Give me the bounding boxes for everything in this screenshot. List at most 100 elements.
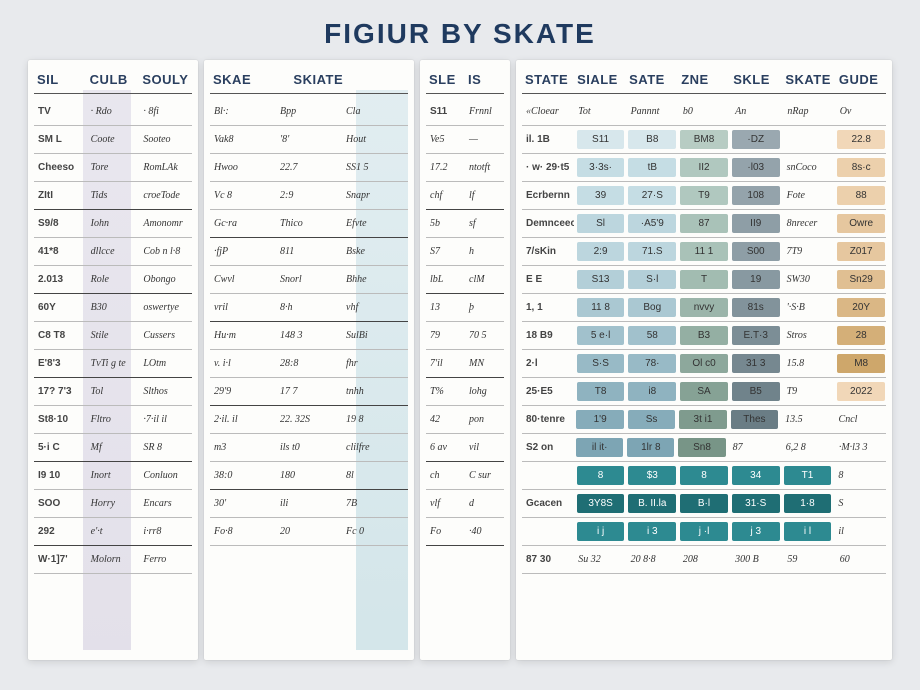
right-row: E ES13S·lT19SW30Sn29	[522, 266, 886, 294]
mid-row: 29'917 7tnhh	[210, 378, 408, 406]
narrow-cell: C sur	[465, 467, 504, 484]
mid-row: 2·il. il22. 32S19 8	[210, 406, 408, 434]
right-sub-2: Pannnt	[627, 103, 677, 120]
left-cell: 292	[34, 523, 87, 540]
narrow-cell: 6 av	[426, 439, 465, 456]
right-cell: $3	[628, 466, 676, 485]
right-cell: S11	[577, 130, 625, 149]
narrow-row: 5bsf	[426, 210, 504, 238]
left-cell: Coote	[87, 131, 140, 148]
right-hdr-0: STATE	[522, 70, 572, 89]
right-cell: i j	[577, 522, 625, 541]
right-cell: 108	[732, 186, 780, 205]
left-cell: Tore	[87, 159, 140, 176]
left-cell: 60Y	[34, 299, 87, 316]
narrow-hdr-1: IS	[465, 70, 504, 89]
mid-row: Hwoo22.7SS1 5	[210, 154, 408, 182]
narrow-cell: 5b	[426, 215, 465, 232]
mid-cell: Bhhe	[342, 271, 408, 288]
mid-cell: Thico	[276, 215, 342, 232]
mid-cell: 17 7	[276, 383, 342, 400]
left-cell: SM L	[34, 131, 87, 148]
right-cell: 8	[834, 467, 886, 484]
mid-row: Fo·820Fc 0	[210, 518, 408, 546]
mid-row: Hu·m148 3SulBi	[210, 322, 408, 350]
right-cell: 8s·c	[837, 158, 885, 177]
left-cell: Horry	[87, 495, 140, 512]
right-cell: il it·	[576, 438, 623, 457]
right-cell: 15.8	[783, 355, 835, 372]
right-cell: Z017	[837, 242, 885, 261]
right-sub-3: b0	[679, 103, 729, 120]
left-cell: e'·t	[87, 523, 140, 540]
right-cell	[522, 473, 574, 479]
right-cell: 31 3	[732, 354, 780, 373]
left-row: 41*8dllcceCob n l·8	[34, 238, 192, 266]
right-hdr-1: SIALE	[574, 70, 624, 89]
narrow-row: 17.2ntotft	[426, 154, 504, 182]
right-cell: S	[834, 495, 886, 512]
mid-cell: clilfre	[342, 439, 408, 456]
left-cell: Mf	[87, 439, 140, 456]
left-row: 5·i CMfSR 8	[34, 434, 192, 462]
narrow-cell: ntotft	[465, 159, 504, 176]
right-cell: 80·tenre	[522, 411, 573, 428]
mid-sub2-1: '8'	[276, 131, 342, 148]
right-row: · w· 29·t53·3s·tBII2·l03snCoco8s·c	[522, 154, 886, 182]
left-sub-0: TV	[34, 103, 87, 120]
right-row: Gcacen3Y8SB. II.laB·l31·S1·8S	[522, 490, 886, 518]
mid-row: vril8·hvhf	[210, 294, 408, 322]
mid-sub-row: Bl·: Bpp Cla	[210, 98, 408, 126]
right-sub-row: «Cloear Tot Pannnt b0 An nRap Ov	[522, 98, 886, 126]
right-cell: T9	[783, 383, 835, 400]
mid-cell: ·fjP	[210, 243, 276, 260]
right-cell: 5 e·l	[577, 326, 625, 345]
narrow-cell: S7	[426, 243, 465, 260]
left-sub-1: · Rdo	[87, 103, 140, 120]
right-cell: E.T·3	[732, 326, 780, 345]
narrow-cell: lf	[465, 187, 504, 204]
mid-cell: Hu·m	[210, 327, 276, 344]
left-hdr-0: SIL	[34, 70, 87, 89]
right-cell: 8	[680, 466, 728, 485]
left-cell: Tol	[87, 383, 140, 400]
left-cell: C8 T8	[34, 327, 87, 344]
right-hdr-5: SKATE	[782, 70, 834, 89]
right-cell: Thes	[731, 410, 778, 429]
left-cell: LOtm	[139, 355, 192, 372]
narrow-cell: ·40	[465, 523, 504, 540]
narrow-cell: þ	[465, 299, 504, 316]
right-row: 18 B95 e·l58B3E.T·3Stros28	[522, 322, 886, 350]
right-hdr-3: ZNE	[678, 70, 728, 89]
right-row: 80·tenre1'9Ss3t i1Thes13.5Cncl	[522, 406, 886, 434]
right-cell: 11 8	[577, 298, 625, 317]
left-row: W·1]7'MolornFerro	[34, 546, 192, 574]
mid-cell: 20	[276, 523, 342, 540]
left-row: SM LCooteSooteo	[34, 126, 192, 154]
left-row: SOOHorryEncars	[34, 490, 192, 518]
left-row: CheesoToreRomLAk	[34, 154, 192, 182]
narrow-cell: 79	[426, 327, 465, 344]
narrow-cell: Fo	[426, 523, 465, 540]
right-cell: Sn8	[678, 438, 725, 457]
mid-cell: Fo·8	[210, 523, 276, 540]
mid-cell: 811	[276, 243, 342, 260]
mid-cell: Bske	[342, 243, 408, 260]
right-cell: 1, 1	[522, 299, 574, 316]
right-cell: ·M·l3 3	[835, 439, 886, 456]
panel-left: SIL CULB SOULY TV · Rdo · 8fi SM LCooteS…	[28, 60, 198, 660]
mid-cell: Cwvl	[210, 271, 276, 288]
mid-sub2-0: Vak8	[210, 131, 276, 148]
left-cell: Fltro	[87, 411, 140, 428]
narrow-row: 13þ	[426, 294, 504, 322]
narrow-cell: chf	[426, 187, 465, 204]
mid-row: m3ils t0clilfre	[210, 434, 408, 462]
mid-cell: 180	[276, 467, 342, 484]
right-row: il. 1BS11B8BM8·DZ22.8	[522, 126, 886, 154]
left-row: ZItITidscroeTode	[34, 182, 192, 210]
right-cell: 1lr 8	[627, 438, 674, 457]
mid-cell: Gc·ra	[210, 215, 276, 232]
mid-row: v. i·l28:8fhr	[210, 350, 408, 378]
narrow-sub-1: Frnnl	[465, 103, 504, 120]
right-cell: 2·l	[522, 355, 574, 372]
